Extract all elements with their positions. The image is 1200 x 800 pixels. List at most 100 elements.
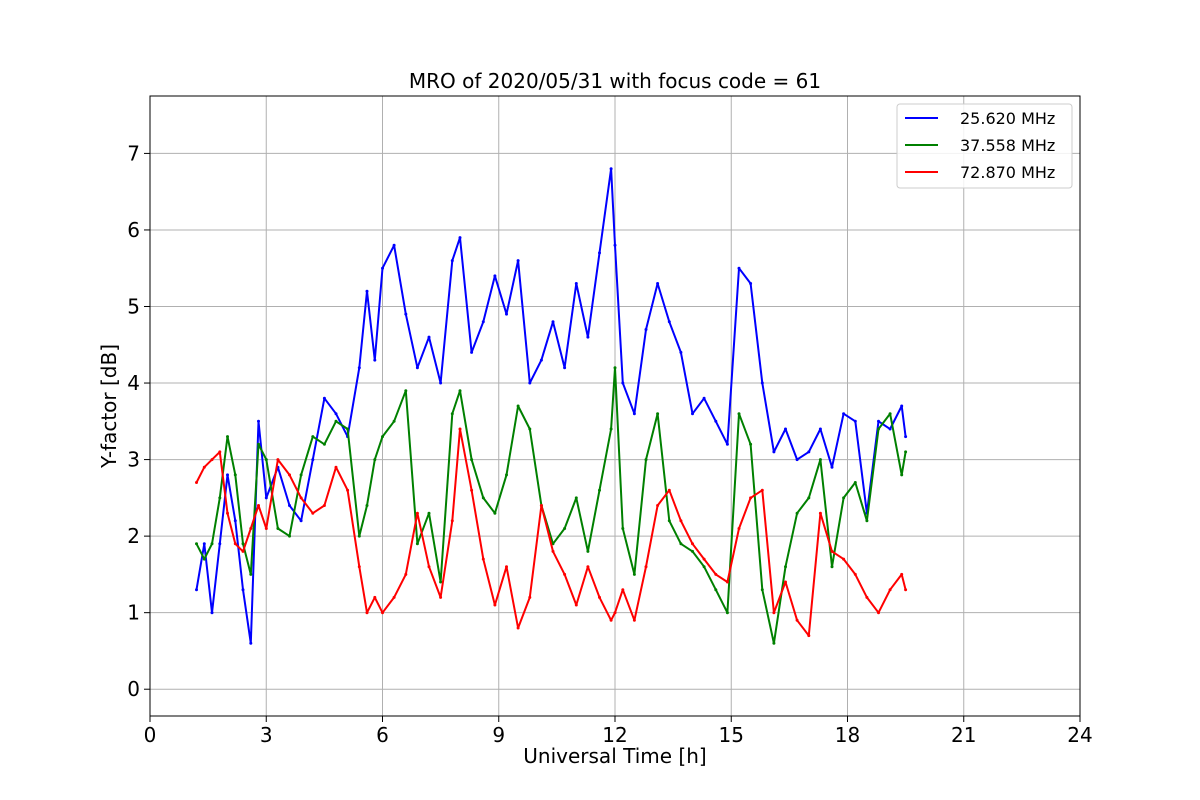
series-line-3 [195,428,907,637]
data-point [749,282,753,285]
data-point [249,572,253,576]
data-point [346,488,350,492]
data-point [644,328,648,331]
data-point [404,572,408,576]
data-point [218,542,222,546]
data-point [563,366,567,370]
data-point [493,274,497,278]
data-point [714,419,718,423]
data-point [439,580,443,584]
data-point [299,473,303,477]
data-point [877,427,880,431]
data-point [749,496,753,500]
data-point [257,504,260,507]
data-point [392,595,396,599]
data-point [613,611,617,615]
data-point [357,565,361,569]
data-point [853,419,857,423]
data-point [458,427,462,431]
data-point [288,504,291,507]
y-axis-label: Y-factor [dB] [97,344,121,469]
data-point [574,603,578,607]
data-point [725,580,729,584]
data-point [888,412,892,416]
data-point [493,603,497,607]
data-point [904,450,908,454]
data-point [516,626,520,630]
data-point [276,527,280,530]
data-point [865,595,869,599]
series-layer [195,167,908,645]
data-point [334,465,338,469]
data-point [830,465,834,469]
data-point [226,511,229,515]
y-tick-label: 3 [127,448,140,472]
data-point [632,412,636,416]
y-tick-label: 4 [127,371,140,395]
data-point [439,381,443,385]
data-point [691,549,694,553]
data-point [772,611,776,615]
data-point [563,572,567,576]
data-point [226,435,229,439]
data-point [772,641,776,645]
data-point [795,458,799,462]
data-point [574,496,578,500]
data-point [450,412,454,416]
data-point [365,611,369,615]
x-tick-label: 15 [719,723,744,747]
chart-title: MRO of 2020/05/31 with focus code = 61 [409,69,821,93]
data-point [249,641,253,645]
data-point [613,366,617,370]
y-tick-label: 7 [127,141,140,165]
data-point [807,634,811,638]
data-point [632,618,636,622]
data-point [656,504,660,507]
data-point [427,335,431,339]
data-point [760,381,764,385]
data-point [311,511,315,515]
data-point [702,396,706,400]
data-point [404,312,408,316]
data-point [842,496,846,500]
y-tick-label: 5 [127,294,140,318]
data-point [644,565,648,569]
data-point [904,435,908,439]
data-point [276,458,280,462]
legend-label: 25.620 MHz [960,109,1055,128]
data-point [493,511,497,515]
data-point [667,519,671,523]
data-point [656,412,660,416]
data-point [195,588,198,592]
data-point [877,611,880,615]
data-point [679,542,683,546]
data-point [458,236,462,240]
data-point [264,496,268,500]
data-point [551,549,555,553]
data-point [598,251,601,255]
data-point [257,419,260,423]
data-point [702,565,706,569]
data-point [346,427,350,431]
data-point [528,427,532,431]
data-point [586,335,590,339]
data-point [470,488,474,492]
data-point [574,282,578,285]
data-point [241,588,245,592]
data-point [233,542,237,546]
data-point [784,580,787,584]
data-point [609,618,613,622]
legend-label: 72.870 MHz [960,163,1055,182]
data-point [481,557,485,561]
data-point [528,595,532,599]
data-point [563,527,567,530]
data-point [609,427,613,431]
data-point [621,527,625,530]
data-point [365,289,369,293]
x-tick-label: 0 [144,723,157,747]
data-point [470,350,474,354]
legend-label: 37.558 MHz [960,136,1055,155]
data-point [842,557,846,561]
data-point [539,504,543,507]
